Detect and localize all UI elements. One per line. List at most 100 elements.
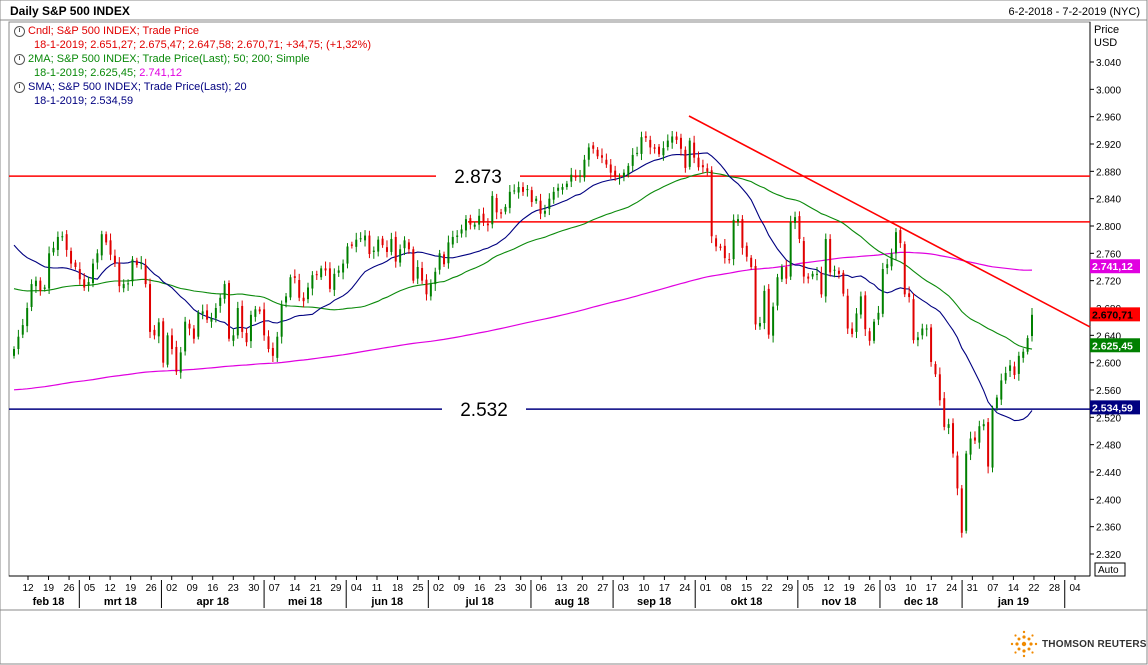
candle-body [1022, 351, 1025, 358]
candle-body [596, 149, 599, 157]
candle-body [30, 284, 33, 307]
candle [214, 303, 217, 323]
candle [833, 265, 836, 278]
candle [921, 323, 924, 340]
x-tick-label: 07 [987, 583, 999, 594]
candle [592, 141, 595, 154]
candle-body [587, 147, 590, 160]
candle-body [276, 336, 279, 358]
candle-body [728, 259, 731, 261]
candle [385, 240, 388, 258]
candle-body [254, 309, 257, 317]
candle-body [640, 137, 643, 154]
legend-ma-label: 2MA; S&P 500 INDEX; Trade Price(Last); 5… [28, 53, 310, 65]
price-tag-box [1090, 259, 1140, 274]
candle [552, 187, 555, 204]
candle [324, 261, 327, 276]
candle [1000, 373, 1003, 406]
candle-body [271, 347, 274, 356]
candle [916, 331, 919, 347]
candle-body [636, 152, 639, 154]
candle [394, 231, 397, 268]
auto-scale-button[interactable]: Auto [1094, 562, 1126, 577]
candle-body [34, 280, 37, 287]
y-tick-label: 3.040 [1096, 58, 1121, 69]
legend-sma-row[interactable]: SMA; S&P 500 INDEX; Trade Price(Last); 2… [14, 80, 371, 94]
x-month-label: aug 18 [555, 596, 590, 608]
candle-body [113, 255, 116, 264]
candle [245, 328, 248, 347]
candle [837, 267, 840, 279]
y-tick-label: 2.360 [1096, 523, 1121, 534]
candle [530, 186, 533, 207]
candle-body [416, 267, 419, 279]
candle-body [679, 137, 682, 149]
candle [548, 193, 551, 216]
legend-ma-row[interactable]: 2MA; S&P 500 INDEX; Trade Price(Last); 5… [14, 52, 371, 66]
x-tick-label: 20 [577, 583, 589, 594]
candle [565, 180, 568, 190]
candle [561, 183, 564, 195]
candle [754, 259, 757, 330]
candle [157, 318, 160, 344]
candle-body [443, 254, 446, 265]
candle-body [21, 325, 24, 335]
candle [306, 282, 309, 304]
candle-body [579, 175, 582, 177]
y-tick-label: 3.000 [1096, 85, 1121, 96]
candle [56, 231, 59, 257]
candle [517, 181, 520, 199]
candle-body [495, 197, 498, 213]
candle [289, 274, 292, 301]
candle-body [491, 195, 494, 225]
candle [122, 279, 125, 293]
candle-body [649, 139, 652, 148]
candle-body [48, 253, 51, 289]
candle [368, 230, 371, 259]
x-tick-label: 12 [105, 583, 117, 594]
resistance-trendline [688, 115, 1091, 328]
candle-body [381, 238, 384, 246]
candle-body [298, 279, 301, 298]
chart-title: Daily S&P 500 INDEX [10, 4, 130, 18]
candle-body [548, 198, 551, 209]
candle [495, 193, 498, 220]
candle-body [811, 273, 814, 277]
candle [276, 331, 279, 362]
candle-body [583, 159, 586, 178]
candle [153, 325, 156, 340]
candle-body [513, 190, 516, 192]
candle [693, 135, 696, 164]
candle-body [135, 260, 138, 265]
candle-body [815, 273, 818, 275]
candle-body [289, 277, 292, 298]
x-tick-label: 14 [289, 583, 301, 594]
legend-sma-label: SMA; S&P 500 INDEX; Trade Price(Last); 2… [28, 81, 247, 93]
candle-body [530, 190, 533, 203]
candle [508, 185, 511, 214]
candle [522, 182, 524, 196]
candle [982, 419, 985, 431]
x-tick-label: 12 [823, 583, 835, 594]
candle [65, 230, 68, 257]
candle-body [306, 287, 309, 300]
candle [710, 166, 713, 244]
candle [359, 232, 362, 243]
x-tick-label: 22 [1028, 583, 1040, 594]
x-tick-label: 16 [474, 583, 486, 594]
candle-body [543, 210, 546, 214]
candle [570, 167, 573, 188]
candle-body [188, 323, 191, 329]
candle-body [899, 230, 902, 244]
candle-body [78, 269, 81, 280]
level-label: 2.532 [460, 400, 508, 421]
legend: Cndl; S&P 500 INDEX; Trade Price 18-1-20… [14, 24, 371, 108]
candle-body [873, 321, 876, 341]
candle [1004, 366, 1007, 384]
candle-body [802, 241, 805, 277]
legend-cndl-row[interactable]: Cndl; S&P 500 INDEX; Trade Price [14, 24, 371, 38]
candle [1022, 348, 1025, 363]
candle [811, 271, 814, 280]
candle-body [324, 268, 327, 271]
candle [987, 418, 990, 474]
